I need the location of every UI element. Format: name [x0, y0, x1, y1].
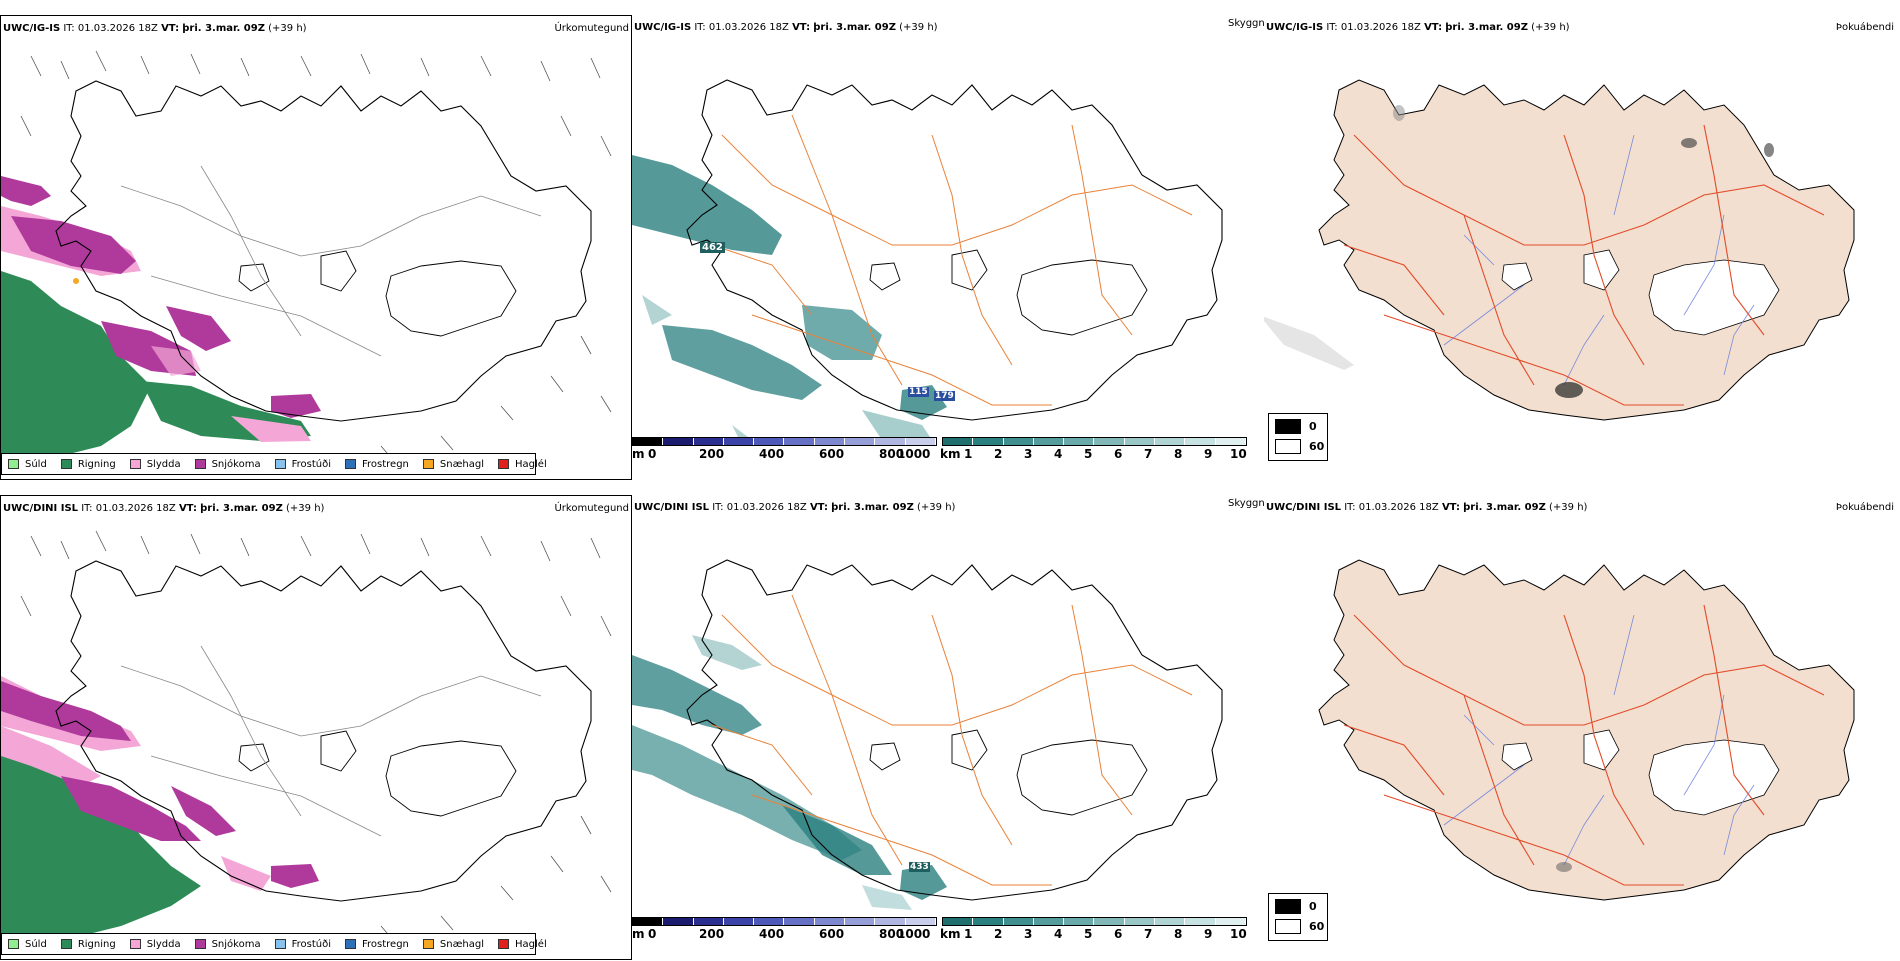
fog-map-row1 [1264, 79, 1855, 421]
precip-type-map-row2 [1, 530, 612, 941]
legend-item: Snæhagl [422, 939, 484, 950]
legend-item: Rigning [60, 459, 116, 470]
precip-type-label-row2: Úrkomutegund [554, 503, 629, 514]
cloudbase-colorbar-row1: m 0 200 400 600 800 1000 [632, 437, 937, 463]
legend-item: Snæhagl [422, 459, 484, 470]
legend-item: Haglél [498, 939, 547, 950]
panel-title-row1-precip: UWC/IG-IS IT: 01.03.2026 18Z VT: þri. 3.… [3, 23, 307, 34]
visibility-label-row2: Skyggni [1228, 498, 1268, 509]
fog-panel-row2: UWC/DINI ISL IT: 01.03.2026 18Z VT: þri.… [1264, 495, 1896, 960]
legend-item: Haglél [498, 459, 547, 470]
visibility-map-row2 [632, 559, 1223, 910]
legend-item: Súld [8, 939, 47, 950]
peak-label-row1-b: 115 [908, 387, 929, 397]
precip-legend-row1: Súld Rigning Slydda Snjókoma Frostúði Fr… [1, 453, 547, 475]
fog-legend-row2: 0 60 [1268, 893, 1328, 941]
legend-item: Snjókoma [194, 939, 261, 950]
legend-item: Frostregn [345, 939, 409, 950]
legend-item: Frostúði [274, 939, 331, 950]
legend-item: Snjókoma [194, 459, 261, 470]
peak-label-row2-a: 433 [909, 862, 930, 872]
visibility-panel-row2: UWC/DINI ISL IT: 01.03.2026 18Z VT: þri.… [632, 495, 1268, 960]
legend-item: Slydda [129, 939, 181, 950]
fog-legend-row1: 0 60 [1268, 413, 1328, 461]
visibility-colorbar-row1: km 1 2 3 4 5 6 7 8 9 10 [940, 437, 1247, 463]
visibility-label-row1: Skyggni [1228, 18, 1268, 29]
legend-item: Súld [8, 459, 47, 470]
visibility-colorbar-row2: km 1 2 3 4 5 6 7 8 9 10 [940, 917, 1247, 943]
cloudbase-colorbar-row2: m 0 200 400 600 800 1000 [632, 917, 937, 943]
fog-label-row2: Þokuábendi [1835, 502, 1894, 513]
visibility-panel-row1: UWC/IG-IS IT: 01.03.2026 18Z VT: þri. 3.… [632, 15, 1268, 480]
legend-item: Slydda [129, 459, 181, 470]
fog-panel-row1: UWC/IG-IS IT: 01.03.2026 18Z VT: þri. 3.… [1264, 15, 1896, 480]
peak-label-row1-c: 179 [934, 391, 955, 401]
fog-map-row2 [1318, 559, 1855, 901]
panel-title-row2-precip: UWC/DINI ISL IT: 01.03.2026 18Z VT: þri.… [3, 503, 325, 514]
legend-item: Frostúði [274, 459, 331, 470]
peak-label-row1-a: 462 [700, 242, 725, 253]
panel-title-row2-fog: UWC/DINI ISL IT: 01.03.2026 18Z VT: þri.… [1266, 502, 1588, 513]
panel-title-row2-vis: UWC/DINI ISL IT: 01.03.2026 18Z VT: þri.… [634, 502, 956, 513]
precip-type-panel-row1: UWC/IG-IS IT: 01.03.2026 18Z VT: þri. 3.… [0, 15, 632, 480]
legend-item: Frostregn [345, 459, 409, 470]
visibility-map-row1 [632, 79, 1223, 445]
precip-legend-row2: Súld Rigning Slydda Snjókoma Frostúði Fr… [1, 933, 547, 955]
legend-item: Rigning [60, 939, 116, 950]
panel-title-row1-fog: UWC/IG-IS IT: 01.03.2026 18Z VT: þri. 3.… [1266, 22, 1570, 33]
precip-type-label-row1: Úrkomutegund [554, 23, 629, 34]
precip-type-panel-row2: UWC/DINI ISL IT: 01.03.2026 18Z VT: þri.… [0, 495, 632, 960]
fog-label-row1: Þokuábendi [1835, 22, 1894, 33]
panel-title-row1-vis: UWC/IG-IS IT: 01.03.2026 18Z VT: þri. 3.… [634, 22, 938, 33]
precip-type-map-row1 [1, 50, 612, 461]
